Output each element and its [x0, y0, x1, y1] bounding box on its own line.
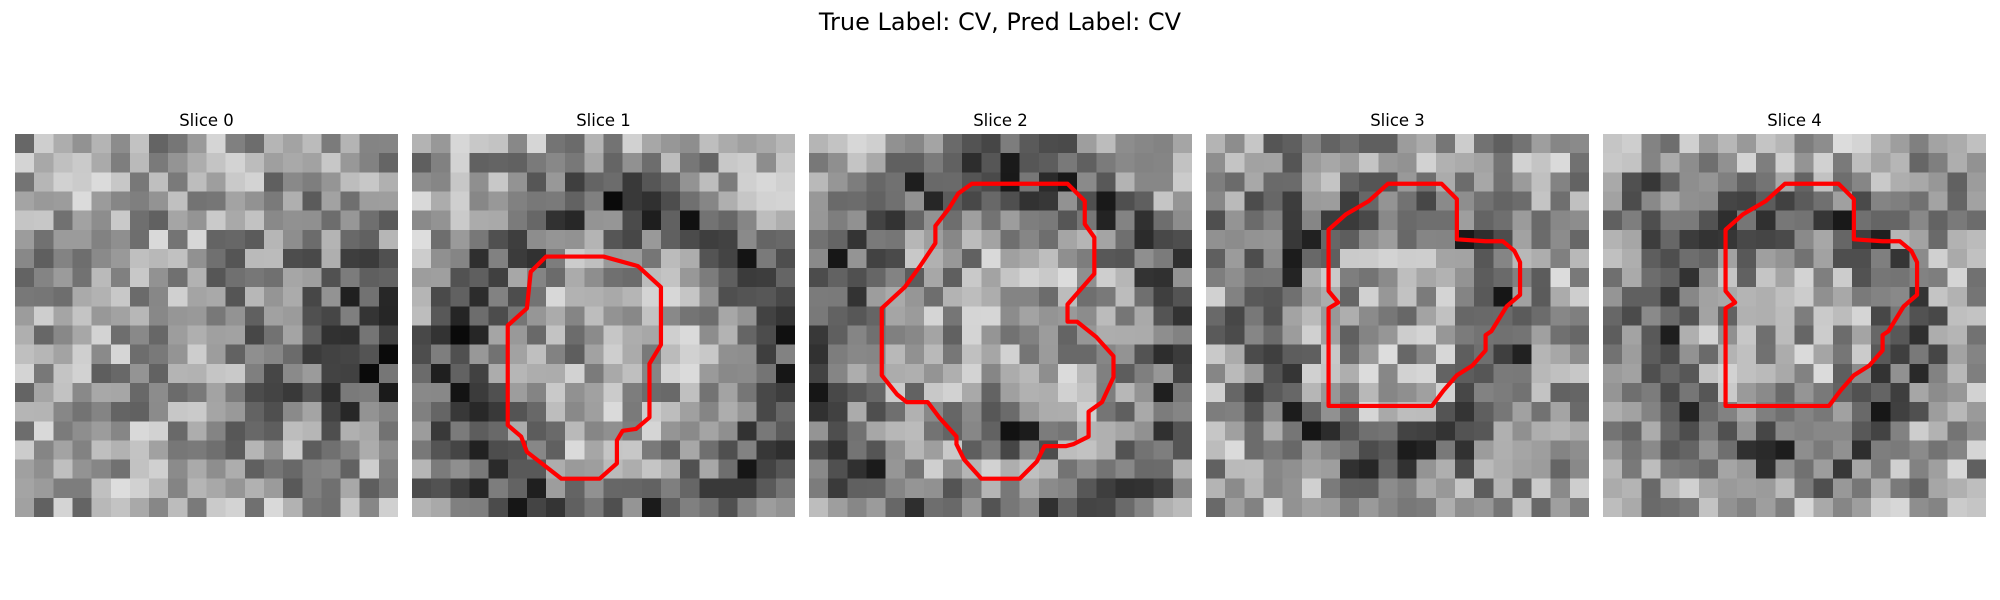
slice-image — [1206, 134, 1589, 517]
slice-title: Slice 1 — [576, 111, 631, 130]
slice-panel-0: Slice 0 — [15, 108, 398, 517]
slice-panel-4: Slice 4 — [1603, 108, 1986, 517]
slice-panel-3: Slice 3 — [1206, 108, 1589, 517]
figure-title: True Label: CV, Pred Label: CV — [818, 8, 1182, 36]
slice-panel-2: Slice 2 — [809, 108, 1192, 517]
slice-image — [1603, 134, 1986, 517]
slice-title: Slice 0 — [179, 111, 234, 130]
slice-image — [15, 134, 398, 517]
slice-image — [412, 134, 795, 517]
segmentation-contour — [1326, 181, 1523, 409]
slice-title: Slice 4 — [1767, 111, 1822, 130]
slice-title: Slice 3 — [1370, 111, 1425, 130]
slice-title: Slice 2 — [973, 111, 1028, 130]
segmentation-contour — [505, 254, 664, 481]
slice-panel-1: Slice 1 — [412, 108, 795, 517]
segmentation-contour — [879, 181, 1116, 481]
slice-image — [809, 134, 1192, 517]
segmentation-contour — [1723, 181, 1920, 409]
